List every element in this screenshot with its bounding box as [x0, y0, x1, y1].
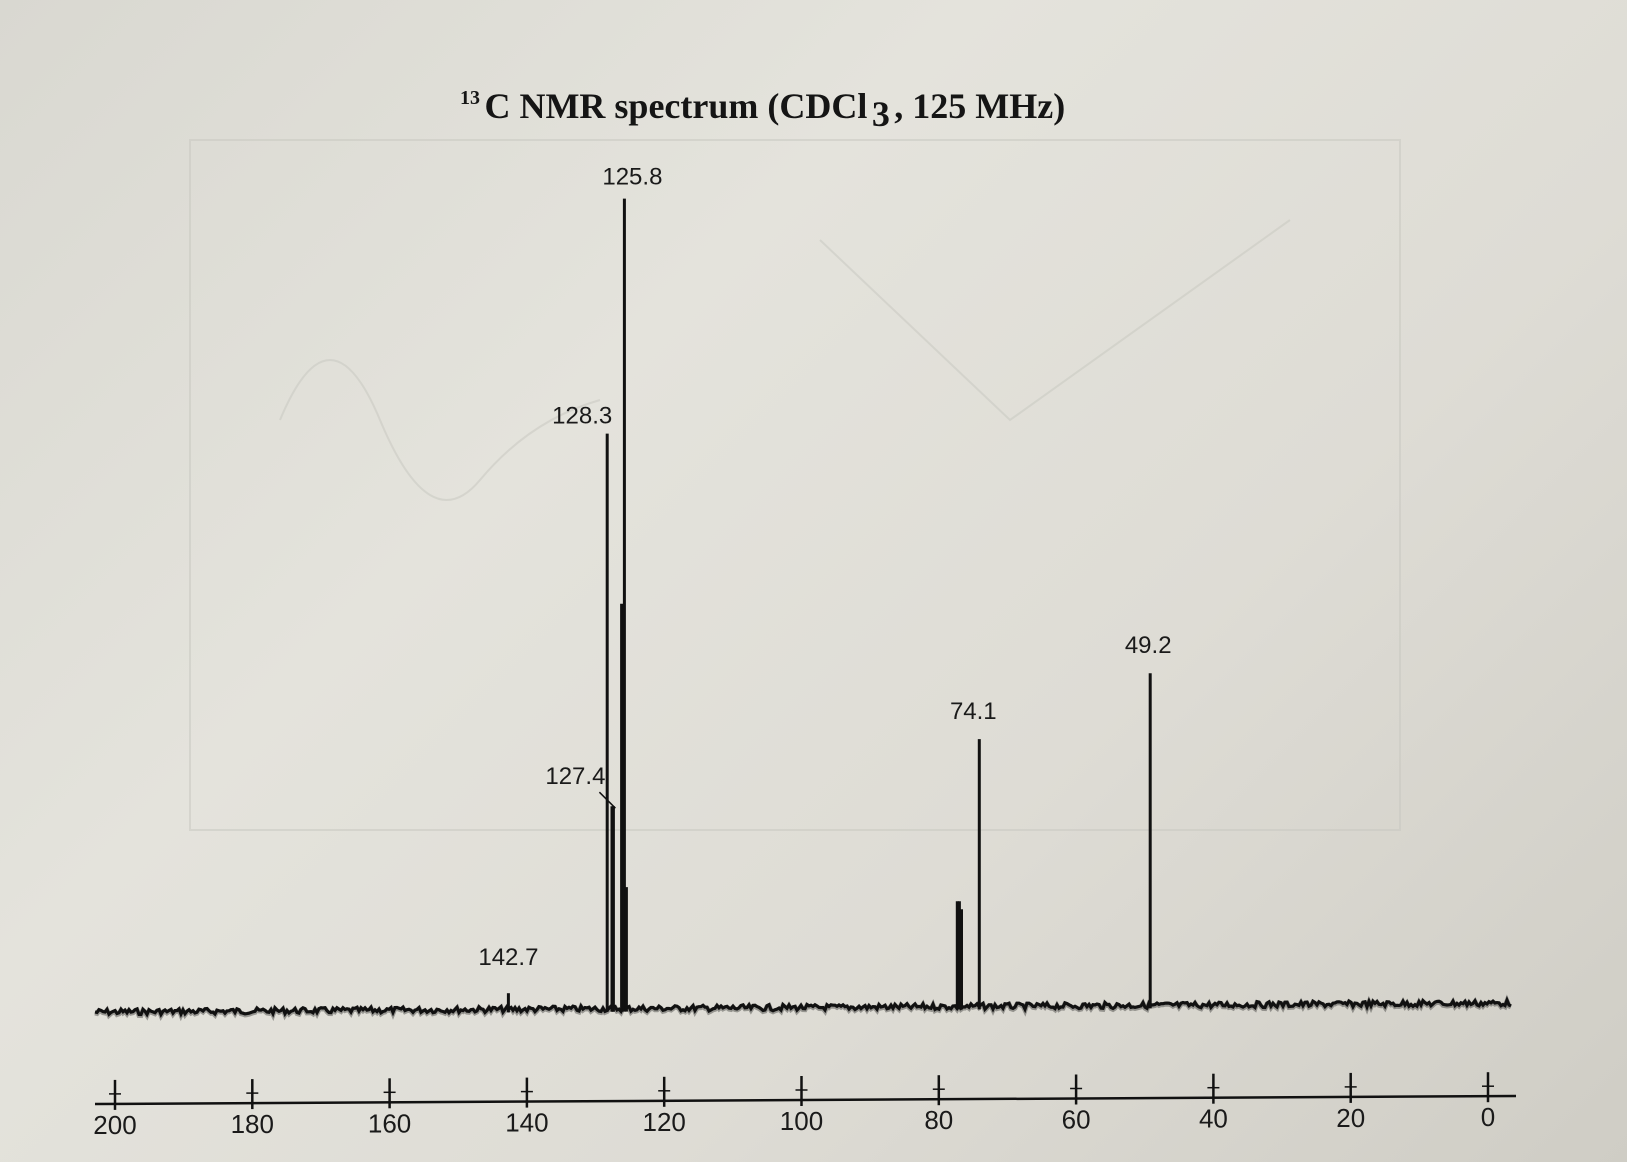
x-tick-label-160: 160	[368, 1108, 411, 1138]
peak-label-128.3: 128.3	[552, 403, 612, 430]
x-tick-label-120: 120	[643, 1107, 686, 1137]
x-tick-label-140: 140	[505, 1108, 548, 1138]
chart-title: 13 C NMR spectrum (CDCl 3 , 125 MHz)	[460, 86, 1065, 134]
x-tick-label-200: 200	[93, 1110, 136, 1140]
x-tick-label-100: 100	[780, 1106, 823, 1136]
x-tick-label-0: 0	[1481, 1102, 1495, 1132]
x-tick-label-180: 180	[231, 1109, 274, 1139]
peak-label-leader-127.4	[598, 791, 616, 809]
peaks-layer	[506, 198, 1152, 1013]
peak-label-142.7: 142.7	[478, 944, 538, 971]
title-subscript: 3	[872, 94, 890, 134]
x-tick-label-40: 40	[1199, 1104, 1228, 1134]
peak-label-74.1: 74.1	[950, 698, 997, 725]
x-tick-label-20: 20	[1336, 1103, 1365, 1133]
spectrum-baseline-layer	[94, 994, 1513, 1022]
bleed-through-background	[189, 139, 1401, 831]
x-axis-line	[94, 1094, 1517, 1106]
title-suffix: , 125 MHz)	[894, 86, 1065, 126]
x-tick-label-60: 60	[1062, 1105, 1091, 1135]
x-axis: 200 180 160 140 120 100 80 60 40 20 0	[93, 1072, 1517, 1140]
spectrum-baseline-shadow	[94, 994, 1513, 1022]
title-main: C NMR spectrum (CDCl	[484, 86, 867, 126]
peak-label-127.4: 127.4	[545, 763, 605, 790]
spectrum-baseline	[94, 995, 1512, 1019]
x-tick-label-80: 80	[924, 1105, 953, 1135]
peak-label-125.8: 125.8	[602, 164, 662, 191]
peak-label-49.2: 49.2	[1125, 632, 1172, 659]
title-superscript: 13	[460, 87, 480, 109]
peak-labels-layer: 142.7 128.3 127.4 125.8 74.1 49.2	[478, 164, 1171, 972]
